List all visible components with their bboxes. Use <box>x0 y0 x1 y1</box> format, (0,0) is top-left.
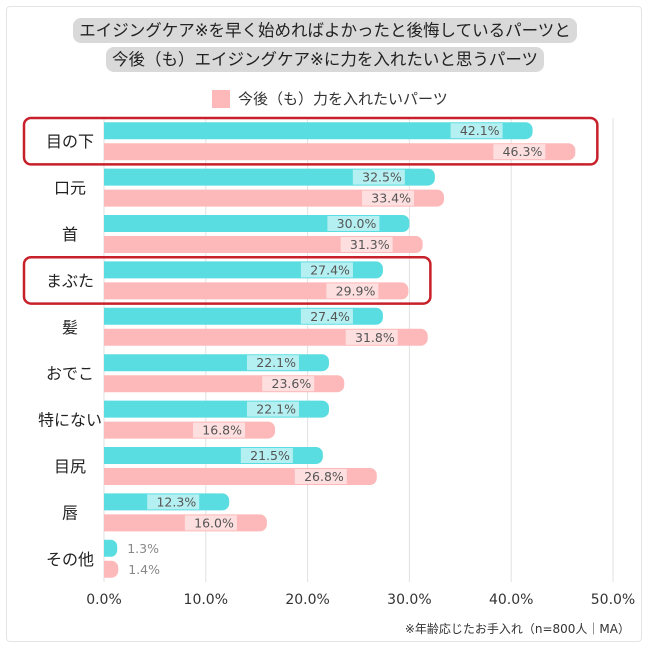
data-label: 30.0% <box>337 216 377 231</box>
title-line-1: エイジングケア※を早く始めればよかったと後悔しているパーツと <box>73 18 577 43</box>
category-label: 髪 <box>62 318 78 337</box>
data-label: 16.8% <box>202 423 242 438</box>
data-label-bg <box>493 144 546 160</box>
data-label-bg <box>246 401 299 417</box>
data-label-bg <box>300 308 353 324</box>
highlight-box <box>22 116 599 166</box>
footnote: ※年齢応じたお手入れ（n=800人｜MA） <box>404 622 630 636</box>
data-label: 27.4% <box>310 309 350 324</box>
data-label: 42.1% <box>460 123 500 138</box>
x-tick-label: 40.0% <box>489 592 533 608</box>
data-label-bg <box>294 469 347 484</box>
data-label-bg <box>147 494 200 510</box>
data-label: 21.5% <box>250 448 290 463</box>
bar-future <box>104 143 576 161</box>
data-label: 1.3% <box>127 541 159 556</box>
data-label: 46.3% <box>503 144 543 159</box>
data-label: 33.4% <box>371 191 411 206</box>
data-label: 22.1% <box>256 402 296 417</box>
highlight-box <box>22 255 432 305</box>
data-label-bg <box>246 355 299 371</box>
category-label: 目尻 <box>54 457 86 476</box>
legend-swatch-future <box>212 89 230 108</box>
chart-title: エイジングケア※を早く始めればよかったと後悔しているパーツと 今後（も）エイジン… <box>18 16 632 74</box>
data-label: 1.4% <box>128 562 160 577</box>
category-label: 唇 <box>62 503 78 522</box>
data-label-bg <box>362 190 415 206</box>
data-label-bg <box>345 329 398 345</box>
data-label-bg <box>352 169 405 185</box>
data-label-bg <box>184 515 237 531</box>
data-label: 12.3% <box>156 494 196 509</box>
data-label: 27.4% <box>310 262 350 277</box>
category-label: 特にない <box>38 411 102 430</box>
legend-label-future: 今後（も）力を入れたいパーツ <box>238 90 448 108</box>
category-label: 首 <box>62 225 78 244</box>
bar-future <box>104 560 119 578</box>
bar-regret <box>104 539 118 557</box>
bar-regret <box>104 122 533 140</box>
bar-future <box>104 421 276 439</box>
bar-future <box>104 189 445 207</box>
category-label: おでこ <box>46 364 94 383</box>
x-tick-label: 50.0% <box>591 592 635 608</box>
x-tick-label: 0.0% <box>86 592 122 608</box>
category-label: 目の下 <box>46 132 94 151</box>
x-tick-label: 20.0% <box>285 592 329 608</box>
data-label: 26.8% <box>304 469 344 484</box>
category-label: まぶた <box>46 271 94 290</box>
data-label-bg <box>300 262 353 278</box>
category-label: 口元 <box>54 179 86 198</box>
data-label-bg <box>326 283 379 299</box>
bar-regret <box>104 168 435 186</box>
title-line-2: 今後（も）エイジングケア※に力を入れたいと思うパーツ <box>106 47 544 72</box>
data-label: 32.5% <box>362 170 402 185</box>
data-label-bg <box>262 376 315 392</box>
x-tick-label: 30.0% <box>387 592 431 608</box>
data-label-bg <box>193 422 246 438</box>
data-label-bg <box>340 237 393 252</box>
data-label-bg <box>327 216 380 231</box>
data-label: 29.9% <box>336 283 376 298</box>
data-label-bg <box>450 123 503 139</box>
data-label-bg <box>240 448 293 463</box>
data-label: 22.1% <box>256 355 296 370</box>
data-label: 31.8% <box>355 330 395 345</box>
data-label: 31.3% <box>350 237 390 252</box>
x-tick-label: 10.0% <box>184 592 228 608</box>
data-label: 23.6% <box>272 376 312 391</box>
data-label: 16.0% <box>194 515 234 530</box>
chart-frame <box>6 6 642 642</box>
legend: 今後（も）力を入れたいパーツ <box>212 88 448 109</box>
category-label: その他 <box>46 550 94 569</box>
